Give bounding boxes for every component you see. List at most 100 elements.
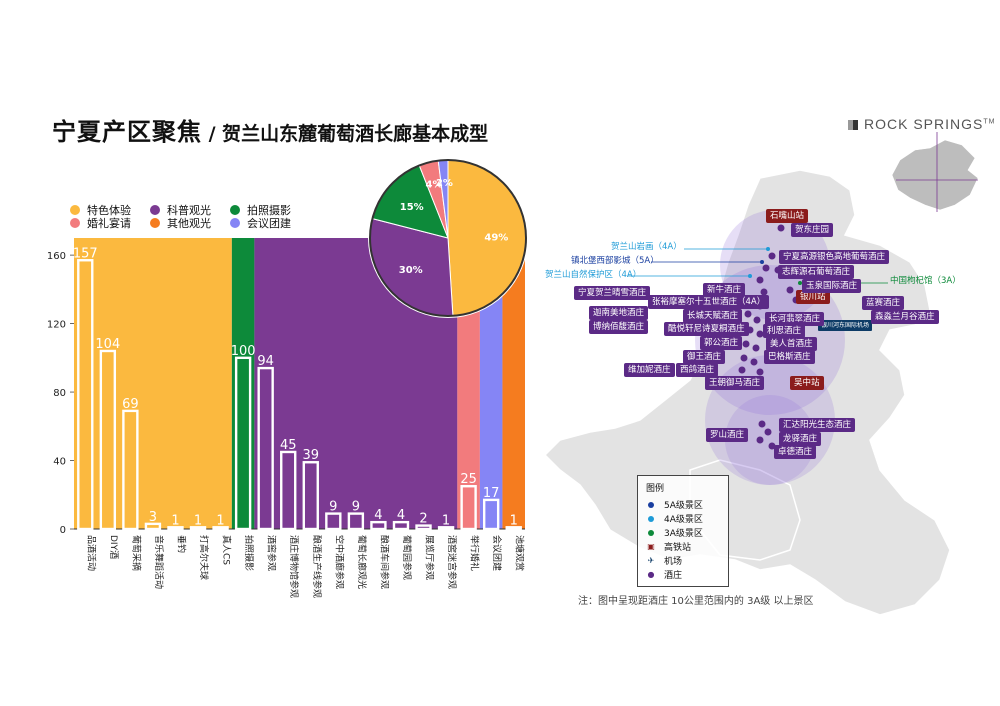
hotel-label: 长城天赋酒庄 — [683, 309, 743, 323]
legend-label: 特色体验 — [87, 204, 131, 217]
hotel-label: 利思酒庄 — [763, 324, 806, 338]
bar — [415, 524, 432, 531]
x-tick-label: 展览厅参观 — [424, 535, 436, 580]
x-tick-label: 品酒活动 — [85, 535, 97, 571]
legend-dot-icon — [230, 205, 240, 215]
bar — [347, 512, 365, 531]
x-tick-label: 音乐舞蹈活动 — [153, 535, 165, 589]
x-tick-label: 酒窖迷宫参观 — [446, 535, 458, 589]
hotel-label: 森淼兰月谷酒庄 — [871, 310, 939, 324]
hotel-label: 迦南美地酒庄 — [589, 306, 649, 320]
y-tick-label: 120 — [47, 320, 66, 331]
bar — [167, 526, 184, 531]
x-tick-label: 会议团建 — [491, 535, 503, 571]
x-tick-label: 酒庄博物馆参观 — [288, 535, 300, 598]
map-legend: 图例 5A级景区 4A级景区 3A级景区 ▣ 高铁站 ✈ 机场 ● 酒庄 — [637, 475, 729, 587]
station-wuzhong: 吴中站 — [790, 376, 824, 390]
x-tick-label: 打高尔夫球 — [198, 535, 210, 580]
china-inset-map — [891, 139, 979, 211]
bar-value-label: 1 — [216, 513, 224, 528]
map-legend-3a: 3A级景区 — [646, 526, 703, 539]
hotel-label: 张裕摩塞尔十五世酒庄（4A） — [648, 295, 770, 309]
bar — [77, 259, 94, 531]
hotel-label: 玉泉国际酒庄 — [802, 279, 862, 293]
group-background — [231, 238, 255, 529]
hotel-label: 龙驿酒庄 — [779, 432, 822, 446]
airport-label: 银川河东国际机场 — [818, 320, 873, 331]
bar-value-label: 9 — [352, 500, 360, 515]
bar — [189, 526, 207, 531]
map-legend-airport: ✈ 机场 — [647, 556, 683, 567]
hotel-label: 贺东庄园 — [791, 223, 834, 237]
bar-value-label: 45 — [280, 438, 297, 453]
x-tick-label: 酒窖参观 — [266, 535, 278, 571]
x-tick-label: 酿酒生产线参观 — [311, 535, 323, 598]
legend-item: 特色体验 — [70, 202, 131, 218]
scenic-zhenbeibao: 镇北堡西部影城（5A） — [571, 256, 659, 266]
bar — [302, 461, 319, 531]
bar — [122, 409, 139, 531]
bar — [482, 498, 500, 531]
hotel-label: 志辉源石葡萄酒庄 — [778, 265, 855, 279]
legend-dot-icon — [230, 218, 240, 228]
y-tick-label: 0 — [60, 525, 66, 536]
dot-5a-icon — [646, 500, 656, 510]
hotel-label: 汇达阳光生态酒庄 — [779, 418, 856, 432]
map-legend-5a: 5A级景区 — [646, 498, 703, 511]
hotel-label: 西鸽酒庄 — [676, 363, 719, 377]
x-tick-label: 空中酒廊参观 — [333, 535, 345, 589]
scenic-dot-2 — [760, 260, 764, 264]
legend-label: 拍照摄影 — [247, 204, 291, 217]
bar — [280, 450, 297, 531]
bar-value-label: 94 — [257, 354, 274, 369]
y-tick-label: 160 — [47, 251, 66, 262]
legend-dot-icon — [70, 218, 80, 228]
x-tick-label: 酿酒车间参观 — [378, 535, 390, 589]
hotel-label: 罗山酒庄 — [706, 428, 749, 442]
x-tick-label: 拍照摄影 — [243, 535, 255, 571]
bar — [437, 526, 455, 531]
bar-value-label: 1 — [510, 513, 518, 528]
bar — [234, 356, 252, 531]
x-tick-label: 垂钓 — [175, 535, 187, 553]
bar-value-label: 3 — [149, 510, 157, 525]
legend-label: 科普观光 — [167, 204, 211, 217]
brand-name: ROCK SPRINGS — [864, 116, 984, 132]
map-legend-hotel: ● 酒庄 — [647, 570, 683, 581]
x-tick-label: 举行婚礼 — [469, 535, 481, 571]
dot-4a-icon — [646, 514, 656, 524]
y-tick-label: 40 — [53, 457, 66, 468]
scenic-dot-1 — [766, 247, 770, 251]
bar-value-label: 1 — [171, 513, 179, 528]
scenic-dot-4 — [798, 281, 802, 285]
x-tick-label: 葡萄园参观 — [401, 535, 413, 580]
pie-slice-label: 2% — [436, 178, 453, 189]
hotel-label: 王朝御马酒庄 — [705, 376, 765, 390]
bar-value-label: 17 — [483, 486, 500, 501]
hotel-label: 美人首酒庄 — [766, 337, 817, 351]
bar — [325, 512, 342, 531]
bar-value-label: 39 — [303, 448, 320, 463]
group-background — [479, 238, 503, 529]
hotel-label: 酷悦轩尼诗夏桐酒庄 — [664, 322, 749, 336]
grape-icon: ● — [647, 570, 655, 579]
scenic-helanshan-reserve: 贺兰山自然保护区（4A） — [545, 270, 642, 280]
scenic-goji-museum: 中国枸杞馆（3A） — [890, 276, 961, 286]
bar-value-label: 25 — [460, 472, 477, 487]
bar-value-label: 4 — [374, 508, 382, 523]
scenic-helanshan-rock: 贺兰山岩画（4A） — [611, 242, 682, 252]
airplane-icon: ✈ — [647, 556, 655, 565]
x-tick-label: DIY酒 — [108, 535, 119, 559]
station-shizuishan: 石嘴山站 — [766, 209, 809, 223]
pie-slice-label: 30% — [399, 265, 423, 276]
group-background — [502, 238, 525, 529]
bar — [370, 520, 387, 531]
hotel-label: 巴格斯酒庄 — [764, 350, 815, 364]
bar-value-label: 9 — [329, 500, 337, 515]
hotel-label: 蓝赛酒庄 — [862, 296, 905, 310]
hotel-label: 新牛酒庄 — [703, 283, 746, 297]
title-sub: / 贺兰山东麓葡萄酒长廊基本成型 — [202, 123, 489, 145]
hotel-label: 郭公酒庄 — [700, 336, 743, 350]
bar — [144, 522, 162, 531]
